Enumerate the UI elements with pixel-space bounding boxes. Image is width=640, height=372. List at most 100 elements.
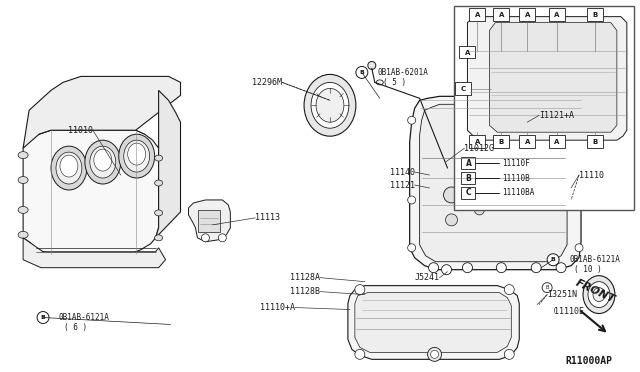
- Text: J5241: J5241: [415, 273, 440, 282]
- Text: B: B: [593, 12, 598, 17]
- Text: A: A: [465, 158, 472, 167]
- Text: 0B1AB-6201A: 0B1AB-6201A: [378, 68, 429, 77]
- Ellipse shape: [155, 235, 163, 241]
- Polygon shape: [348, 286, 519, 359]
- Circle shape: [575, 196, 583, 204]
- Text: A: A: [499, 12, 504, 17]
- Circle shape: [575, 244, 583, 252]
- FancyBboxPatch shape: [469, 135, 485, 148]
- FancyBboxPatch shape: [460, 45, 476, 58]
- Circle shape: [556, 263, 566, 273]
- Text: ( 6 ): ( 6 ): [64, 323, 87, 332]
- Ellipse shape: [18, 152, 28, 158]
- Polygon shape: [198, 210, 220, 232]
- Polygon shape: [23, 238, 166, 268]
- FancyBboxPatch shape: [461, 157, 476, 169]
- Text: 11121: 11121: [390, 180, 415, 189]
- Text: B: B: [550, 257, 556, 262]
- Text: 11128B: 11128B: [290, 287, 320, 296]
- FancyBboxPatch shape: [587, 8, 603, 20]
- Ellipse shape: [316, 89, 344, 122]
- Text: 11140: 11140: [390, 167, 415, 177]
- Circle shape: [408, 244, 415, 252]
- Circle shape: [355, 285, 365, 295]
- Text: 11110E: 11110E: [554, 307, 584, 316]
- Text: FRONT: FRONT: [574, 278, 617, 305]
- Text: ( 5 ): ( 5 ): [383, 78, 406, 87]
- Text: I3251N: I3251N: [547, 290, 577, 299]
- Circle shape: [504, 349, 515, 359]
- Circle shape: [547, 254, 559, 266]
- Ellipse shape: [583, 276, 615, 314]
- Ellipse shape: [51, 146, 87, 190]
- Text: B: B: [499, 139, 504, 145]
- Text: A: A: [475, 139, 480, 145]
- Text: 11012G: 11012G: [465, 144, 495, 153]
- Text: 11110+A: 11110+A: [260, 303, 295, 312]
- Ellipse shape: [593, 288, 605, 302]
- Circle shape: [442, 265, 451, 275]
- Polygon shape: [23, 130, 159, 254]
- Polygon shape: [156, 90, 180, 238]
- Circle shape: [575, 116, 583, 124]
- Text: 11110B: 11110B: [502, 173, 530, 183]
- FancyBboxPatch shape: [587, 135, 603, 148]
- Text: A: A: [525, 12, 530, 17]
- Circle shape: [504, 285, 515, 295]
- Polygon shape: [189, 200, 230, 242]
- Circle shape: [463, 263, 472, 273]
- Text: C: C: [466, 189, 471, 198]
- FancyBboxPatch shape: [519, 8, 535, 20]
- Ellipse shape: [18, 206, 28, 214]
- FancyBboxPatch shape: [519, 135, 535, 148]
- Text: 11128A: 11128A: [290, 273, 320, 282]
- Ellipse shape: [60, 155, 78, 177]
- Polygon shape: [355, 293, 511, 352]
- Circle shape: [531, 263, 541, 273]
- Text: A: A: [475, 12, 480, 17]
- Circle shape: [497, 263, 506, 273]
- Ellipse shape: [155, 210, 163, 216]
- Circle shape: [355, 349, 365, 359]
- Text: B: B: [40, 315, 45, 320]
- FancyBboxPatch shape: [549, 135, 565, 148]
- Ellipse shape: [155, 155, 163, 161]
- Polygon shape: [420, 104, 567, 262]
- Circle shape: [429, 263, 438, 273]
- Bar: [454, 6, 634, 210]
- Ellipse shape: [304, 74, 356, 136]
- Ellipse shape: [119, 134, 155, 178]
- Circle shape: [428, 347, 442, 361]
- FancyBboxPatch shape: [469, 8, 485, 20]
- Text: C: C: [461, 86, 466, 92]
- Text: 11010: 11010: [68, 126, 93, 135]
- Ellipse shape: [124, 140, 150, 172]
- Ellipse shape: [155, 180, 163, 186]
- Circle shape: [202, 234, 209, 242]
- Text: 11110BA: 11110BA: [502, 189, 534, 198]
- Ellipse shape: [311, 82, 349, 128]
- Text: 11113: 11113: [255, 214, 280, 222]
- Ellipse shape: [56, 152, 82, 184]
- Polygon shape: [23, 76, 180, 148]
- Circle shape: [444, 187, 460, 203]
- Text: 0B1AB-6121A: 0B1AB-6121A: [569, 255, 620, 264]
- Circle shape: [218, 234, 227, 242]
- FancyBboxPatch shape: [461, 187, 476, 199]
- Circle shape: [431, 350, 438, 358]
- Text: A: A: [554, 139, 560, 145]
- Polygon shape: [490, 23, 617, 132]
- FancyBboxPatch shape: [493, 8, 509, 20]
- Text: 11110F: 11110F: [502, 158, 530, 167]
- Circle shape: [408, 116, 415, 124]
- Circle shape: [408, 196, 415, 204]
- Text: B: B: [545, 285, 549, 290]
- FancyBboxPatch shape: [456, 82, 472, 95]
- Text: B: B: [593, 139, 598, 145]
- Text: ( 10 ): ( 10 ): [574, 265, 602, 274]
- Ellipse shape: [85, 140, 121, 184]
- Text: B: B: [465, 173, 471, 183]
- Text: 0B1AB-6121A: 0B1AB-6121A: [59, 313, 110, 322]
- Circle shape: [542, 283, 552, 293]
- Polygon shape: [410, 96, 581, 270]
